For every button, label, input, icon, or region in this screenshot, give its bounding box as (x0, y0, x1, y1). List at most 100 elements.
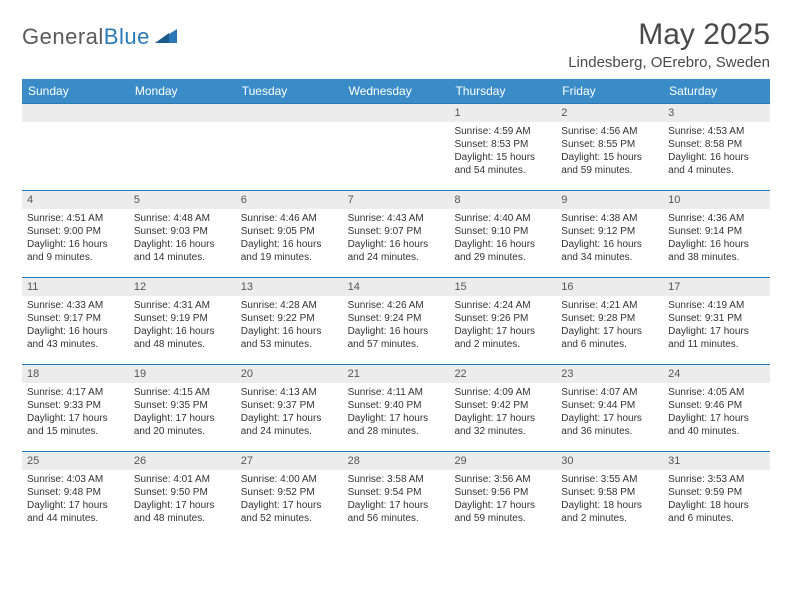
day-body: Sunrise: 4:01 AMSunset: 9:50 PMDaylight:… (129, 470, 236, 529)
weekday-header: Saturday (663, 79, 770, 103)
sunrise-text: Sunrise: 3:58 AM (348, 473, 445, 486)
day-cell: 2Sunrise: 4:56 AMSunset: 8:55 PMDaylight… (556, 104, 663, 190)
day-number: 14 (343, 278, 450, 296)
day-number: 7 (343, 191, 450, 209)
day-number: 31 (663, 452, 770, 470)
day-number: 8 (449, 191, 556, 209)
day-cell: 30Sunrise: 3:55 AMSunset: 9:58 PMDayligh… (556, 452, 663, 538)
daylight-text: and 20 minutes. (134, 425, 231, 438)
day-body: Sunrise: 4:36 AMSunset: 9:14 PMDaylight:… (663, 209, 770, 268)
title-block: May 2025 Lindesberg, OErebro, Sweden (568, 18, 770, 71)
day-cell: 23Sunrise: 4:07 AMSunset: 9:44 PMDayligh… (556, 365, 663, 451)
sunset-text: Sunset: 9:52 PM (241, 486, 338, 499)
sunrise-text: Sunrise: 4:53 AM (668, 125, 765, 138)
sunset-text: Sunset: 9:44 PM (561, 399, 658, 412)
daylight-text: and 48 minutes. (134, 512, 231, 525)
day-number: 28 (343, 452, 450, 470)
daylight-text: and 4 minutes. (668, 164, 765, 177)
daylight-text: and 56 minutes. (348, 512, 445, 525)
week-row: 4Sunrise: 4:51 AMSunset: 9:00 PMDaylight… (22, 190, 770, 277)
day-cell: 29Sunrise: 3:56 AMSunset: 9:56 PMDayligh… (449, 452, 556, 538)
day-body: Sunrise: 4:43 AMSunset: 9:07 PMDaylight:… (343, 209, 450, 268)
sunrise-text: Sunrise: 4:31 AM (134, 299, 231, 312)
sunrise-text: Sunrise: 4:00 AM (241, 473, 338, 486)
daylight-text: and 2 minutes. (561, 512, 658, 525)
sunrise-text: Sunrise: 4:36 AM (668, 212, 765, 225)
daylight-text: Daylight: 16 hours (134, 238, 231, 251)
sunrise-text: Sunrise: 3:53 AM (668, 473, 765, 486)
daylight-text: and 24 minutes. (348, 251, 445, 264)
sunset-text: Sunset: 9:58 PM (561, 486, 658, 499)
daylight-text: and 28 minutes. (348, 425, 445, 438)
day-number: 12 (129, 278, 236, 296)
day-number: . (343, 104, 450, 122)
daylight-text: and 2 minutes. (454, 338, 551, 351)
day-number: 17 (663, 278, 770, 296)
day-body: Sunrise: 4:40 AMSunset: 9:10 PMDaylight:… (449, 209, 556, 268)
sunrise-text: Sunrise: 4:33 AM (27, 299, 124, 312)
daylight-text: Daylight: 17 hours (561, 325, 658, 338)
day-number: 16 (556, 278, 663, 296)
daylight-text: Daylight: 18 hours (561, 499, 658, 512)
day-number: 2 (556, 104, 663, 122)
sunset-text: Sunset: 9:35 PM (134, 399, 231, 412)
day-number: 15 (449, 278, 556, 296)
daylight-text: and 9 minutes. (27, 251, 124, 264)
weekday-header-row: SundayMondayTuesdayWednesdayThursdayFrid… (22, 79, 770, 103)
day-cell: 11Sunrise: 4:33 AMSunset: 9:17 PMDayligh… (22, 278, 129, 364)
day-number: 4 (22, 191, 129, 209)
sunset-text: Sunset: 9:19 PM (134, 312, 231, 325)
weeks-container: ....1Sunrise: 4:59 AMSunset: 8:53 PMDayl… (22, 103, 770, 538)
week-row: ....1Sunrise: 4:59 AMSunset: 8:53 PMDayl… (22, 103, 770, 190)
day-body: Sunrise: 4:17 AMSunset: 9:33 PMDaylight:… (22, 383, 129, 442)
sunrise-text: Sunrise: 4:07 AM (561, 386, 658, 399)
sunrise-text: Sunrise: 4:15 AM (134, 386, 231, 399)
week-row: 25Sunrise: 4:03 AMSunset: 9:48 PMDayligh… (22, 451, 770, 538)
week-row: 11Sunrise: 4:33 AMSunset: 9:17 PMDayligh… (22, 277, 770, 364)
day-cell: 19Sunrise: 4:15 AMSunset: 9:35 PMDayligh… (129, 365, 236, 451)
day-cell: 15Sunrise: 4:24 AMSunset: 9:26 PMDayligh… (449, 278, 556, 364)
day-cell: 18Sunrise: 4:17 AMSunset: 9:33 PMDayligh… (22, 365, 129, 451)
sunrise-text: Sunrise: 4:59 AM (454, 125, 551, 138)
sunrise-text: Sunrise: 4:24 AM (454, 299, 551, 312)
sunset-text: Sunset: 9:46 PM (668, 399, 765, 412)
sunset-text: Sunset: 9:03 PM (134, 225, 231, 238)
day-body (22, 122, 129, 129)
sunset-text: Sunset: 9:42 PM (454, 399, 551, 412)
week-row: 18Sunrise: 4:17 AMSunset: 9:33 PMDayligh… (22, 364, 770, 451)
day-cell: . (129, 104, 236, 190)
daylight-text: and 59 minutes. (561, 164, 658, 177)
daylight-text: and 15 minutes. (27, 425, 124, 438)
day-body: Sunrise: 4:19 AMSunset: 9:31 PMDaylight:… (663, 296, 770, 355)
day-body: Sunrise: 4:56 AMSunset: 8:55 PMDaylight:… (556, 122, 663, 181)
sunrise-text: Sunrise: 4:19 AM (668, 299, 765, 312)
day-number: 1 (449, 104, 556, 122)
day-body: Sunrise: 4:48 AMSunset: 9:03 PMDaylight:… (129, 209, 236, 268)
daylight-text: and 32 minutes. (454, 425, 551, 438)
logo-text: GeneralBlue (22, 24, 150, 50)
day-body: Sunrise: 3:55 AMSunset: 9:58 PMDaylight:… (556, 470, 663, 529)
daylight-text: Daylight: 15 hours (561, 151, 658, 164)
sunset-text: Sunset: 9:00 PM (27, 225, 124, 238)
day-number: . (22, 104, 129, 122)
day-cell: 4Sunrise: 4:51 AMSunset: 9:00 PMDaylight… (22, 191, 129, 277)
sunrise-text: Sunrise: 4:09 AM (454, 386, 551, 399)
day-number: 9 (556, 191, 663, 209)
day-body: Sunrise: 4:07 AMSunset: 9:44 PMDaylight:… (556, 383, 663, 442)
day-body: Sunrise: 4:03 AMSunset: 9:48 PMDaylight:… (22, 470, 129, 529)
day-number: 30 (556, 452, 663, 470)
day-body: Sunrise: 4:15 AMSunset: 9:35 PMDaylight:… (129, 383, 236, 442)
day-cell: 10Sunrise: 4:36 AMSunset: 9:14 PMDayligh… (663, 191, 770, 277)
daylight-text: and 54 minutes. (454, 164, 551, 177)
sunrise-text: Sunrise: 4:48 AM (134, 212, 231, 225)
header: GeneralBlue May 2025 Lindesberg, OErebro… (22, 18, 770, 71)
sunset-text: Sunset: 9:56 PM (454, 486, 551, 499)
day-cell: 16Sunrise: 4:21 AMSunset: 9:28 PMDayligh… (556, 278, 663, 364)
day-body: Sunrise: 4:13 AMSunset: 9:37 PMDaylight:… (236, 383, 343, 442)
day-cell: 6Sunrise: 4:46 AMSunset: 9:05 PMDaylight… (236, 191, 343, 277)
day-body: Sunrise: 4:51 AMSunset: 9:00 PMDaylight:… (22, 209, 129, 268)
daylight-text: and 6 minutes. (561, 338, 658, 351)
weekday-header: Sunday (22, 79, 129, 103)
weekday-header: Tuesday (236, 79, 343, 103)
calendar: SundayMondayTuesdayWednesdayThursdayFrid… (22, 79, 770, 538)
